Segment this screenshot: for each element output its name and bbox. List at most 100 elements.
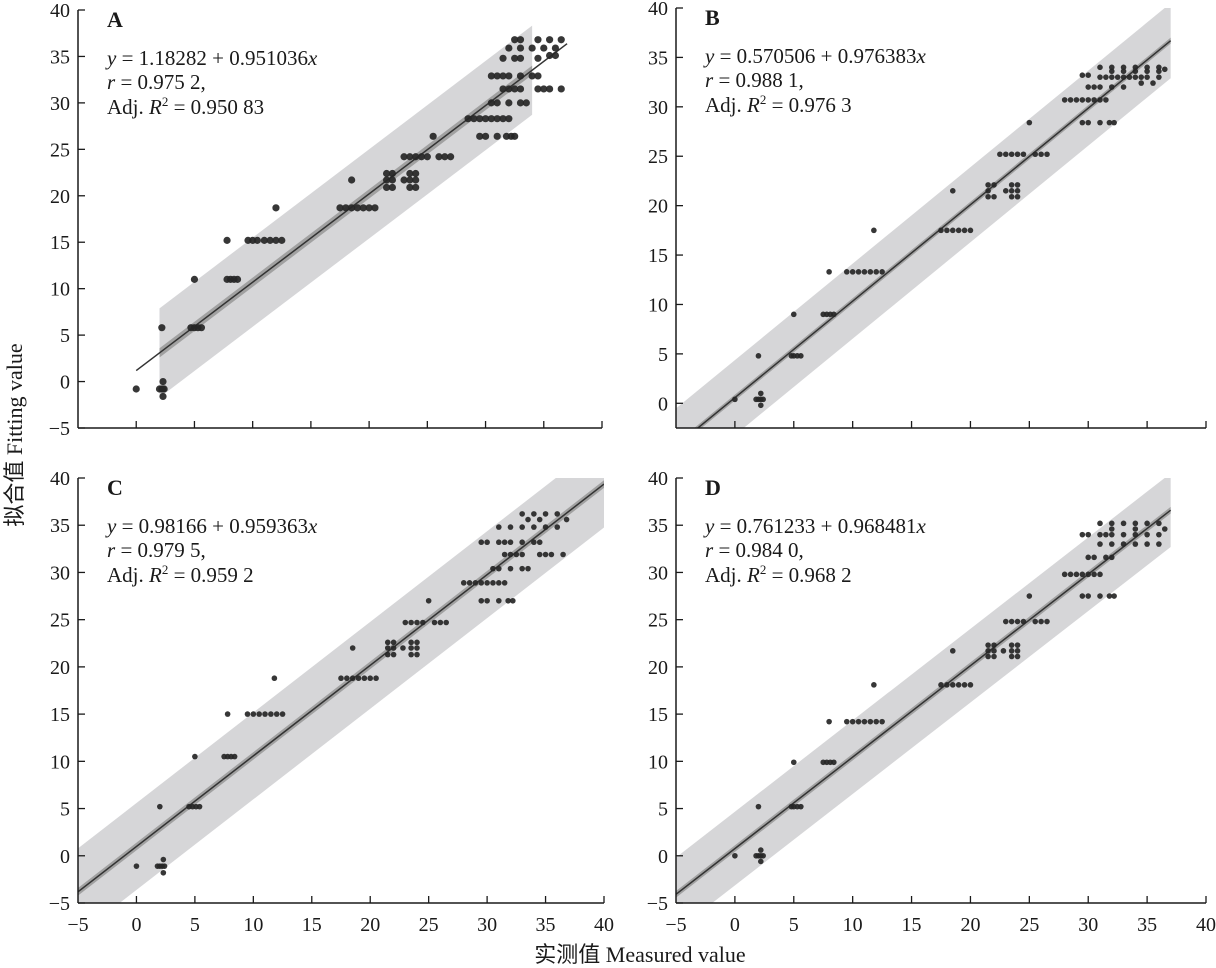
data-point (507, 565, 514, 572)
data-point (390, 651, 397, 658)
data-point (349, 645, 356, 651)
data-point (991, 182, 997, 188)
data-point (1085, 119, 1092, 126)
data-point (133, 863, 140, 869)
panel-a: −5 0 5 10 15 20 25 30 35 40 Ay = 1.18282 + 0.95103… (49, 0, 603, 440)
x-axis-title: 实测值 Measured value (534, 942, 745, 967)
data-point (344, 675, 350, 682)
data-point (1132, 64, 1139, 71)
data-point (1097, 520, 1103, 527)
data-point (388, 169, 396, 178)
data-point (861, 269, 868, 275)
panel-letter: A (107, 7, 123, 32)
panel-b: 0 5 10 15 20 25 30 35 40 By = 0.570506 + 0.976383… (648, 0, 1207, 429)
data-point (1044, 151, 1050, 158)
x-tick-label: 40 (1196, 914, 1216, 936)
data-point (938, 682, 944, 688)
data-point (531, 539, 537, 546)
data-point (867, 269, 874, 275)
y-tick-label: 0 (60, 846, 70, 868)
data-point (192, 753, 198, 760)
y-tick-label: 20 (648, 196, 668, 218)
data-point (1026, 593, 1033, 599)
data-point (476, 115, 484, 123)
data-point (414, 639, 420, 646)
data-point (161, 863, 168, 869)
data-point (1032, 151, 1039, 158)
data-point (516, 99, 525, 107)
data-point (1156, 74, 1162, 80)
data-point (798, 803, 804, 810)
data-point (511, 132, 519, 140)
data-point (365, 204, 373, 212)
data-point (525, 516, 531, 523)
data-point (272, 236, 280, 244)
y-tick-label: 30 (50, 93, 70, 115)
data-point (1156, 64, 1162, 71)
data-point (408, 645, 414, 651)
data-point (464, 115, 472, 123)
data-point (798, 353, 804, 359)
data-point (348, 176, 356, 184)
data-point (159, 377, 167, 386)
data-point (991, 648, 997, 654)
data-point (349, 675, 356, 682)
data-point (1067, 571, 1074, 578)
data-point (1097, 74, 1103, 80)
data-point (760, 852, 766, 859)
data-point (496, 524, 502, 530)
data-point (1061, 97, 1068, 103)
data-point (233, 275, 242, 283)
x-tick-label: −5 (665, 914, 686, 936)
data-point (157, 803, 163, 810)
data-point (967, 227, 974, 234)
data-point (790, 759, 797, 766)
data-point (412, 169, 420, 178)
data-point (1111, 593, 1117, 599)
plot-area (132, 25, 568, 401)
data-point (519, 539, 525, 546)
data-point (406, 153, 414, 161)
data-point (371, 204, 379, 212)
data-point (231, 753, 238, 760)
data-point (484, 580, 490, 586)
data-point (160, 856, 167, 863)
data-point (496, 597, 502, 604)
data-point (260, 236, 268, 244)
data-point (487, 99, 495, 107)
data-point (516, 85, 525, 93)
data-point (160, 385, 168, 393)
data-point (1114, 74, 1121, 80)
x-tick-label: 25 (1019, 914, 1039, 936)
data-point (758, 858, 764, 865)
data-point (536, 551, 543, 558)
data-point (1156, 541, 1162, 547)
data-point (271, 675, 278, 682)
data-point (493, 115, 501, 123)
data-point (861, 718, 868, 725)
data-point (490, 565, 496, 572)
data-point (417, 153, 426, 161)
data-point (961, 227, 968, 234)
data-point (484, 539, 490, 546)
data-point (955, 227, 962, 234)
data-point (949, 188, 956, 194)
data-point (460, 580, 467, 586)
data-point (499, 54, 507, 62)
data-point (1085, 72, 1092, 78)
x-tick-label: 15 (902, 914, 922, 936)
data-point (534, 85, 542, 93)
data-point (1008, 642, 1015, 648)
data-point (516, 44, 525, 52)
data-point (1144, 520, 1150, 527)
data-point (273, 711, 280, 717)
data-point (224, 711, 231, 717)
data-point (1144, 74, 1150, 80)
y-tick-label: 40 (648, 0, 668, 20)
data-point (1079, 571, 1086, 578)
data-point (353, 204, 362, 212)
data-point (1097, 571, 1103, 578)
data-point (519, 565, 525, 572)
data-point (557, 36, 565, 44)
x-tick-label: 0 (131, 914, 141, 936)
